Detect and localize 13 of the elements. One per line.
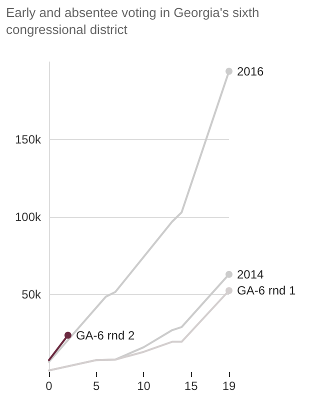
series-label: 2016 xyxy=(237,64,264,78)
series-label: GA-6 rnd 1 xyxy=(237,284,296,298)
series-label: GA-6 rnd 2 xyxy=(76,328,135,342)
x-tick-label: 19 xyxy=(222,379,236,393)
x-tick-label: 10 xyxy=(137,379,151,393)
y-tick-label: 50k xyxy=(22,288,42,302)
chart-title: Early and absentee voting in Georgia's sixth congressional district xyxy=(6,4,260,38)
series-label: 2014 xyxy=(237,267,264,282)
y-tick-label: 150k xyxy=(14,132,42,146)
x-tick-label: 15 xyxy=(184,379,198,393)
x-tick-label: 0 xyxy=(46,379,53,393)
x-tick-label: 5 xyxy=(93,379,100,393)
y-tick-label: 100k xyxy=(14,210,42,224)
